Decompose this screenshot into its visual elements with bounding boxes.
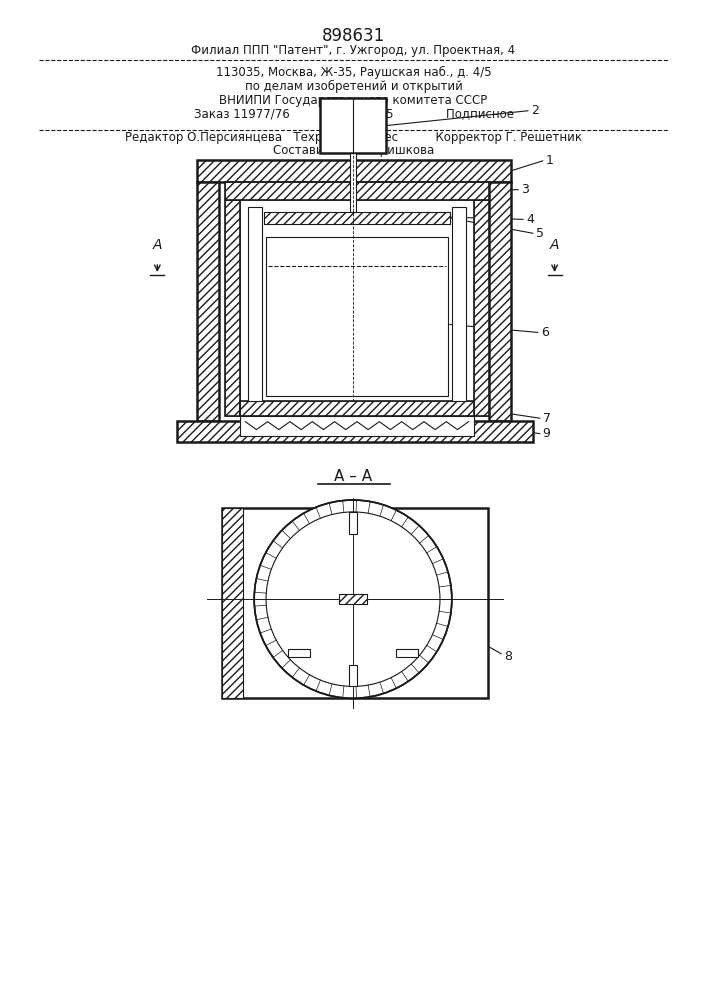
Bar xyxy=(396,649,418,657)
Text: 8: 8 xyxy=(504,650,512,663)
Bar xyxy=(288,649,310,657)
Text: 113035, Москва, Ж-35, Раушская наб., д. 4/5: 113035, Москва, Ж-35, Раушская наб., д. … xyxy=(216,66,491,79)
Bar xyxy=(240,401,474,416)
Bar xyxy=(339,594,367,604)
Bar xyxy=(177,421,533,442)
Bar xyxy=(225,182,489,200)
Bar xyxy=(474,200,489,416)
Text: А – А: А – А xyxy=(334,469,372,484)
Text: Редактор О.Персиянцева   Техред М.Рейвес          Корректор Г. Решетник: Редактор О.Персиянцева Техред М.Рейвес К… xyxy=(125,131,582,144)
Bar xyxy=(264,212,450,224)
Bar xyxy=(221,508,243,698)
Text: Заказ 11977/76          Тираж 855              Подписное: Заказ 11977/76 Тираж 855 Подписное xyxy=(194,108,513,121)
Text: ВНИИПИ Государственного комитета СССР: ВНИИПИ Государственного комитета СССР xyxy=(219,94,488,107)
Text: 4: 4 xyxy=(526,213,534,226)
Bar xyxy=(197,182,218,421)
Bar xyxy=(221,508,243,698)
Bar xyxy=(350,153,356,212)
Text: 5: 5 xyxy=(536,227,544,240)
Text: 898631: 898631 xyxy=(322,27,385,45)
Bar xyxy=(221,508,489,698)
Bar xyxy=(489,182,511,421)
Bar xyxy=(248,207,262,401)
Bar xyxy=(474,200,489,416)
Text: Составитель Л. Гришкова: Составитель Л. Гришкова xyxy=(273,144,434,157)
Bar xyxy=(339,594,367,604)
Circle shape xyxy=(255,500,452,698)
Bar xyxy=(264,212,450,224)
Bar xyxy=(197,182,218,421)
Bar xyxy=(240,416,474,436)
Bar xyxy=(197,160,511,182)
Bar xyxy=(452,207,466,401)
Text: 1: 1 xyxy=(546,154,554,167)
Text: по делам изобретений и открытий: по делам изобретений и открытий xyxy=(245,80,462,93)
Bar xyxy=(349,512,357,534)
Text: 9: 9 xyxy=(543,427,551,440)
Text: 2: 2 xyxy=(531,104,539,117)
Bar xyxy=(240,401,474,416)
Bar xyxy=(197,160,511,182)
Bar xyxy=(266,237,448,396)
Bar xyxy=(225,200,240,416)
Text: А: А xyxy=(550,238,559,252)
Bar xyxy=(225,182,489,200)
Bar xyxy=(489,182,511,421)
Bar xyxy=(320,98,385,153)
Text: А: А xyxy=(153,238,162,252)
Text: 3: 3 xyxy=(521,183,529,196)
Bar xyxy=(225,200,240,416)
Text: 7: 7 xyxy=(543,412,551,425)
Text: Филиал ППП "Патент", г. Ужгород, ул. Проектная, 4: Филиал ППП "Патент", г. Ужгород, ул. Про… xyxy=(192,44,515,57)
Bar xyxy=(177,421,533,442)
Text: 6: 6 xyxy=(541,326,549,339)
Bar xyxy=(349,665,357,686)
